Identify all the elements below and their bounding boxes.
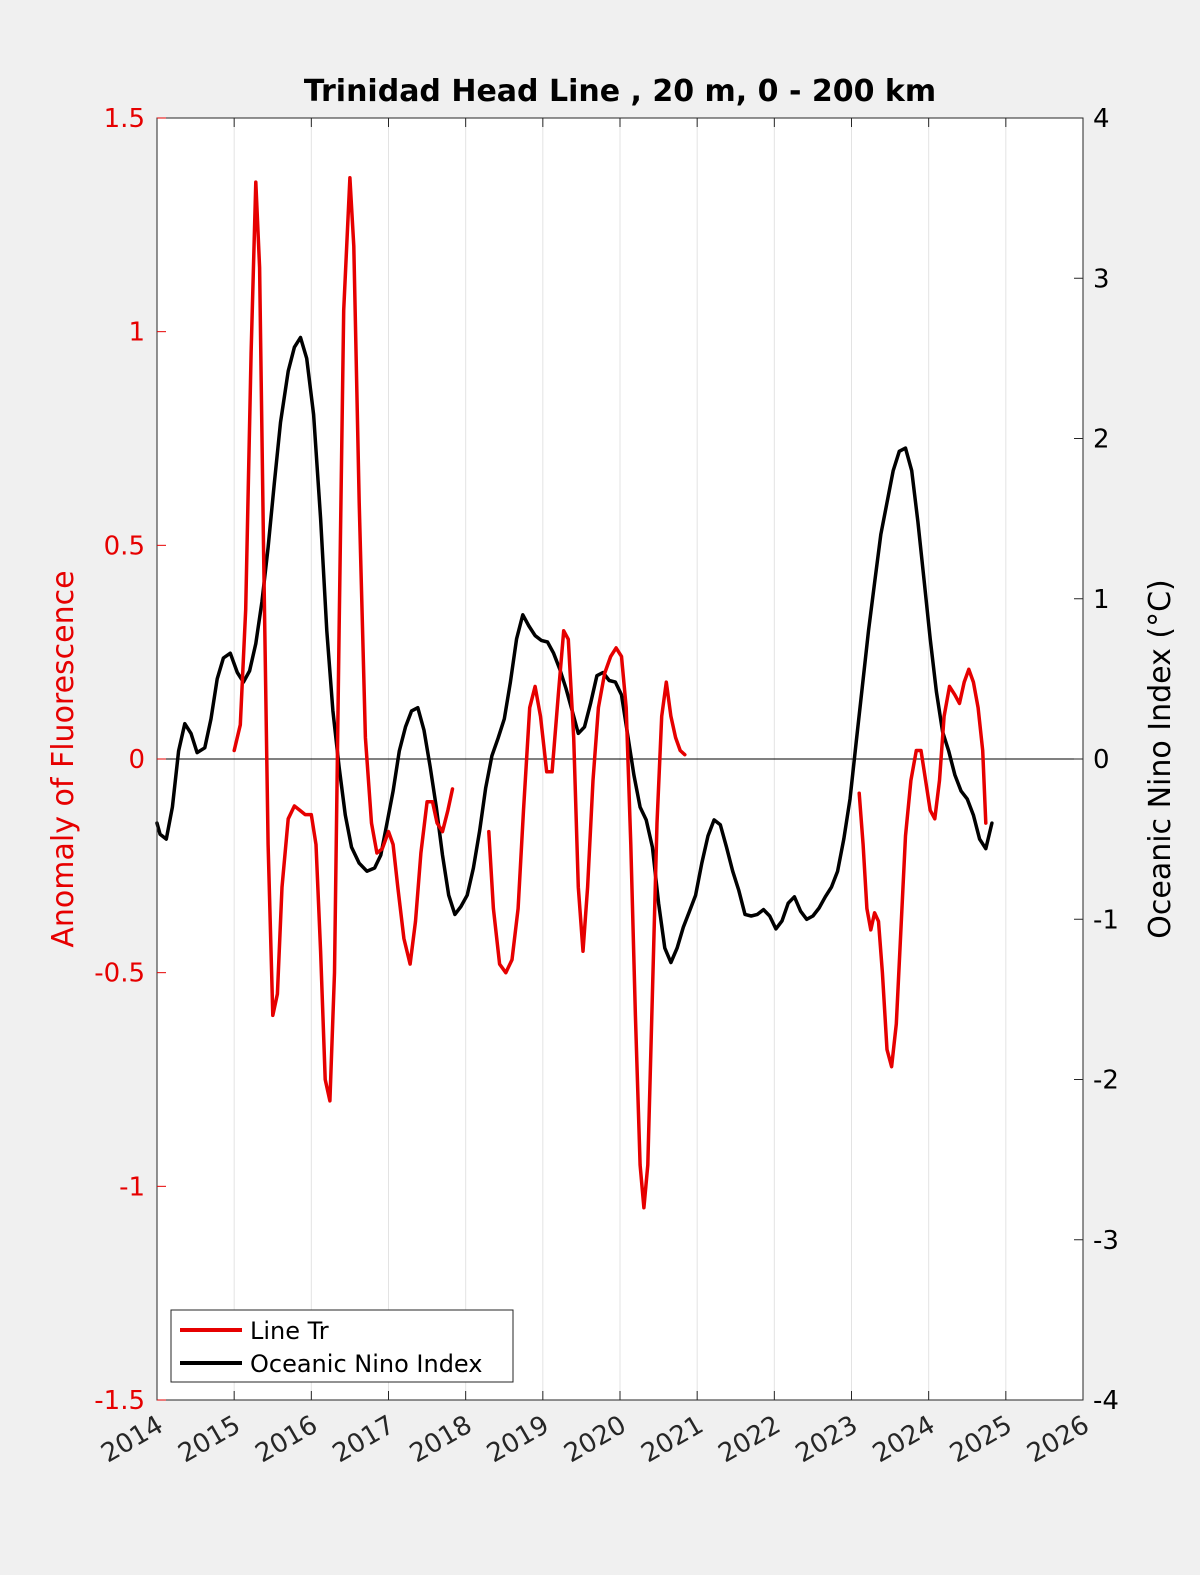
y-right-tick-label: -1 [1093, 905, 1119, 935]
chart-title: Trinidad Head Line , 20 m, 0 - 200 km [304, 74, 936, 109]
y-left-tick-label: 1 [128, 318, 145, 348]
legend-label-oni: Oceanic Nino Index [250, 1350, 482, 1378]
y-left-axis-label: Anomaly of Fluorescence [46, 570, 81, 947]
y-left-tick-label: 0 [128, 745, 145, 775]
y-left-tick-label: -1.5 [94, 1386, 145, 1416]
y-left-tick-label: 1.5 [104, 104, 145, 134]
y-right-tick-label: 1 [1093, 585, 1110, 615]
series-line-line-tr [857, 667, 988, 1069]
y-right-tick-label: 3 [1093, 264, 1110, 294]
series-line-line-tr [232, 176, 455, 1103]
legend-label-line-tr: Line Tr [250, 1317, 329, 1345]
y-right-tick-label: 0 [1093, 745, 1110, 775]
y-right-tick-label: -4 [1093, 1386, 1119, 1416]
series-line-line-tr [487, 629, 687, 1210]
y-left-tick-label: -1 [119, 1172, 145, 1202]
y-left-tick-label: -0.5 [94, 959, 145, 989]
y-right-axis-ticks: 4 3 2 1 0 -1 -2 -3 -4 [1074, 104, 1119, 1416]
y-left-axis-ticks: 1.5 1 0.5 0 -0.5 -1 -1.5 [94, 104, 166, 1416]
legend-box [170, 1309, 514, 1383]
y-right-tick-label: 2 [1093, 425, 1110, 455]
legend: Line Tr Oceanic Nino Index [170, 1309, 514, 1383]
y-right-axis-label: Oceanic Nino Index (°C) [1143, 579, 1178, 939]
series-layer [155, 176, 994, 1210]
y-right-tick-label: 4 [1093, 104, 1110, 134]
y-left-tick-label: 0.5 [104, 531, 145, 561]
series-line-oni [155, 335, 994, 965]
y-right-tick-label: -2 [1093, 1066, 1119, 1096]
y-right-tick-label: -3 [1093, 1226, 1119, 1256]
